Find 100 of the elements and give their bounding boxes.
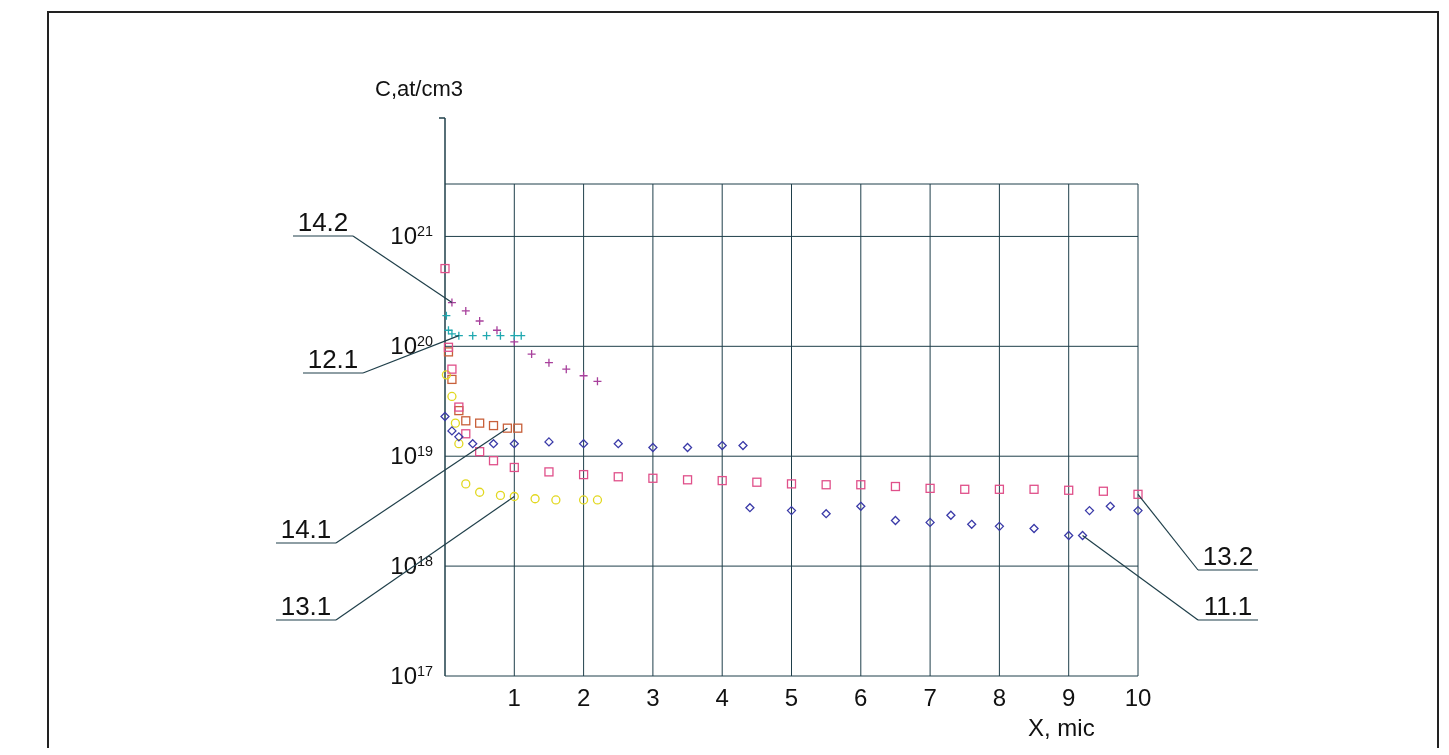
y-tick-label: 10$^{20}$ [390,332,433,360]
point [856,480,866,490]
point [1084,505,1095,516]
point [551,495,561,505]
x-tick-label: 1 [507,684,521,711]
point [578,495,589,505]
x-tick-label: 8 [992,684,1007,711]
text: 14.2 [297,207,349,237]
point [440,411,450,422]
point [682,475,693,485]
y-tick-label: 10$^{18}$ [390,552,433,580]
point [488,439,499,449]
text: 14.1 [280,514,332,544]
x-tick-label: 10 [1124,684,1152,711]
point [544,358,554,368]
point [447,329,457,339]
point [475,316,485,326]
point [890,481,901,492]
point [461,416,471,426]
point [1064,530,1074,541]
point [752,477,762,487]
point [925,517,935,528]
point [488,456,499,466]
point [526,349,537,359]
point [890,515,901,526]
point [447,374,457,385]
x-tick-label: 5 [784,684,799,711]
y-tick-label: 10$^{21}$ [390,222,433,250]
y-tick-label: 10$^{17}$ [390,662,433,689]
point [648,442,658,453]
point [648,473,658,483]
x-tick-label: 7 [923,684,937,711]
point [461,429,471,439]
point [509,491,519,502]
x-axis-title: X, mic [1028,714,1095,741]
point [475,487,485,497]
point [821,509,831,519]
point [960,484,970,494]
point [1077,530,1088,541]
point [454,402,464,412]
point [447,426,457,436]
point [1133,489,1143,499]
point [682,442,693,453]
point [509,462,519,473]
text: 13.1 [280,591,332,621]
point [447,364,457,374]
point [821,480,831,490]
point [450,418,461,428]
x-tick-label: 3 [646,684,660,711]
point [1064,485,1074,495]
point [613,472,623,482]
point [502,423,513,433]
x-tick-label: 2 [576,684,591,711]
point [454,331,464,341]
point [786,479,797,489]
point [530,494,540,504]
x-tick-label: 9 [1062,684,1076,711]
point [1029,523,1039,534]
point [475,447,485,457]
point [443,342,454,352]
point [856,501,866,511]
x-tick-label: 6 [854,684,868,711]
point [745,503,755,513]
point [1105,501,1115,511]
point [443,347,454,357]
point [447,297,457,308]
point [495,490,506,501]
point [578,469,589,480]
point [1098,486,1108,496]
x-tick-label: 4 [715,684,729,711]
point [475,418,485,428]
point [967,519,977,529]
point [738,440,748,451]
point [1133,505,1143,516]
y-axis-title: C,at/cm3 [375,76,464,101]
point [717,440,727,451]
text: 13.2 [1202,541,1254,571]
point [488,420,499,431]
point [447,391,457,402]
point [994,484,1005,494]
text: 11.1 [1203,591,1253,621]
point [592,495,603,505]
point [561,364,571,374]
point [1029,484,1039,494]
point [454,432,464,442]
point [578,439,589,449]
point [544,467,554,477]
point [925,483,935,493]
point [717,475,727,486]
point [441,370,452,380]
point [461,479,471,489]
point [454,439,464,449]
point [509,439,519,449]
text: 12.1 [307,344,359,374]
point [613,439,623,449]
point [786,505,797,516]
point [468,439,478,449]
y-tick-label: 10$^{19}$ [390,442,433,470]
point [492,325,502,335]
point [946,510,956,520]
